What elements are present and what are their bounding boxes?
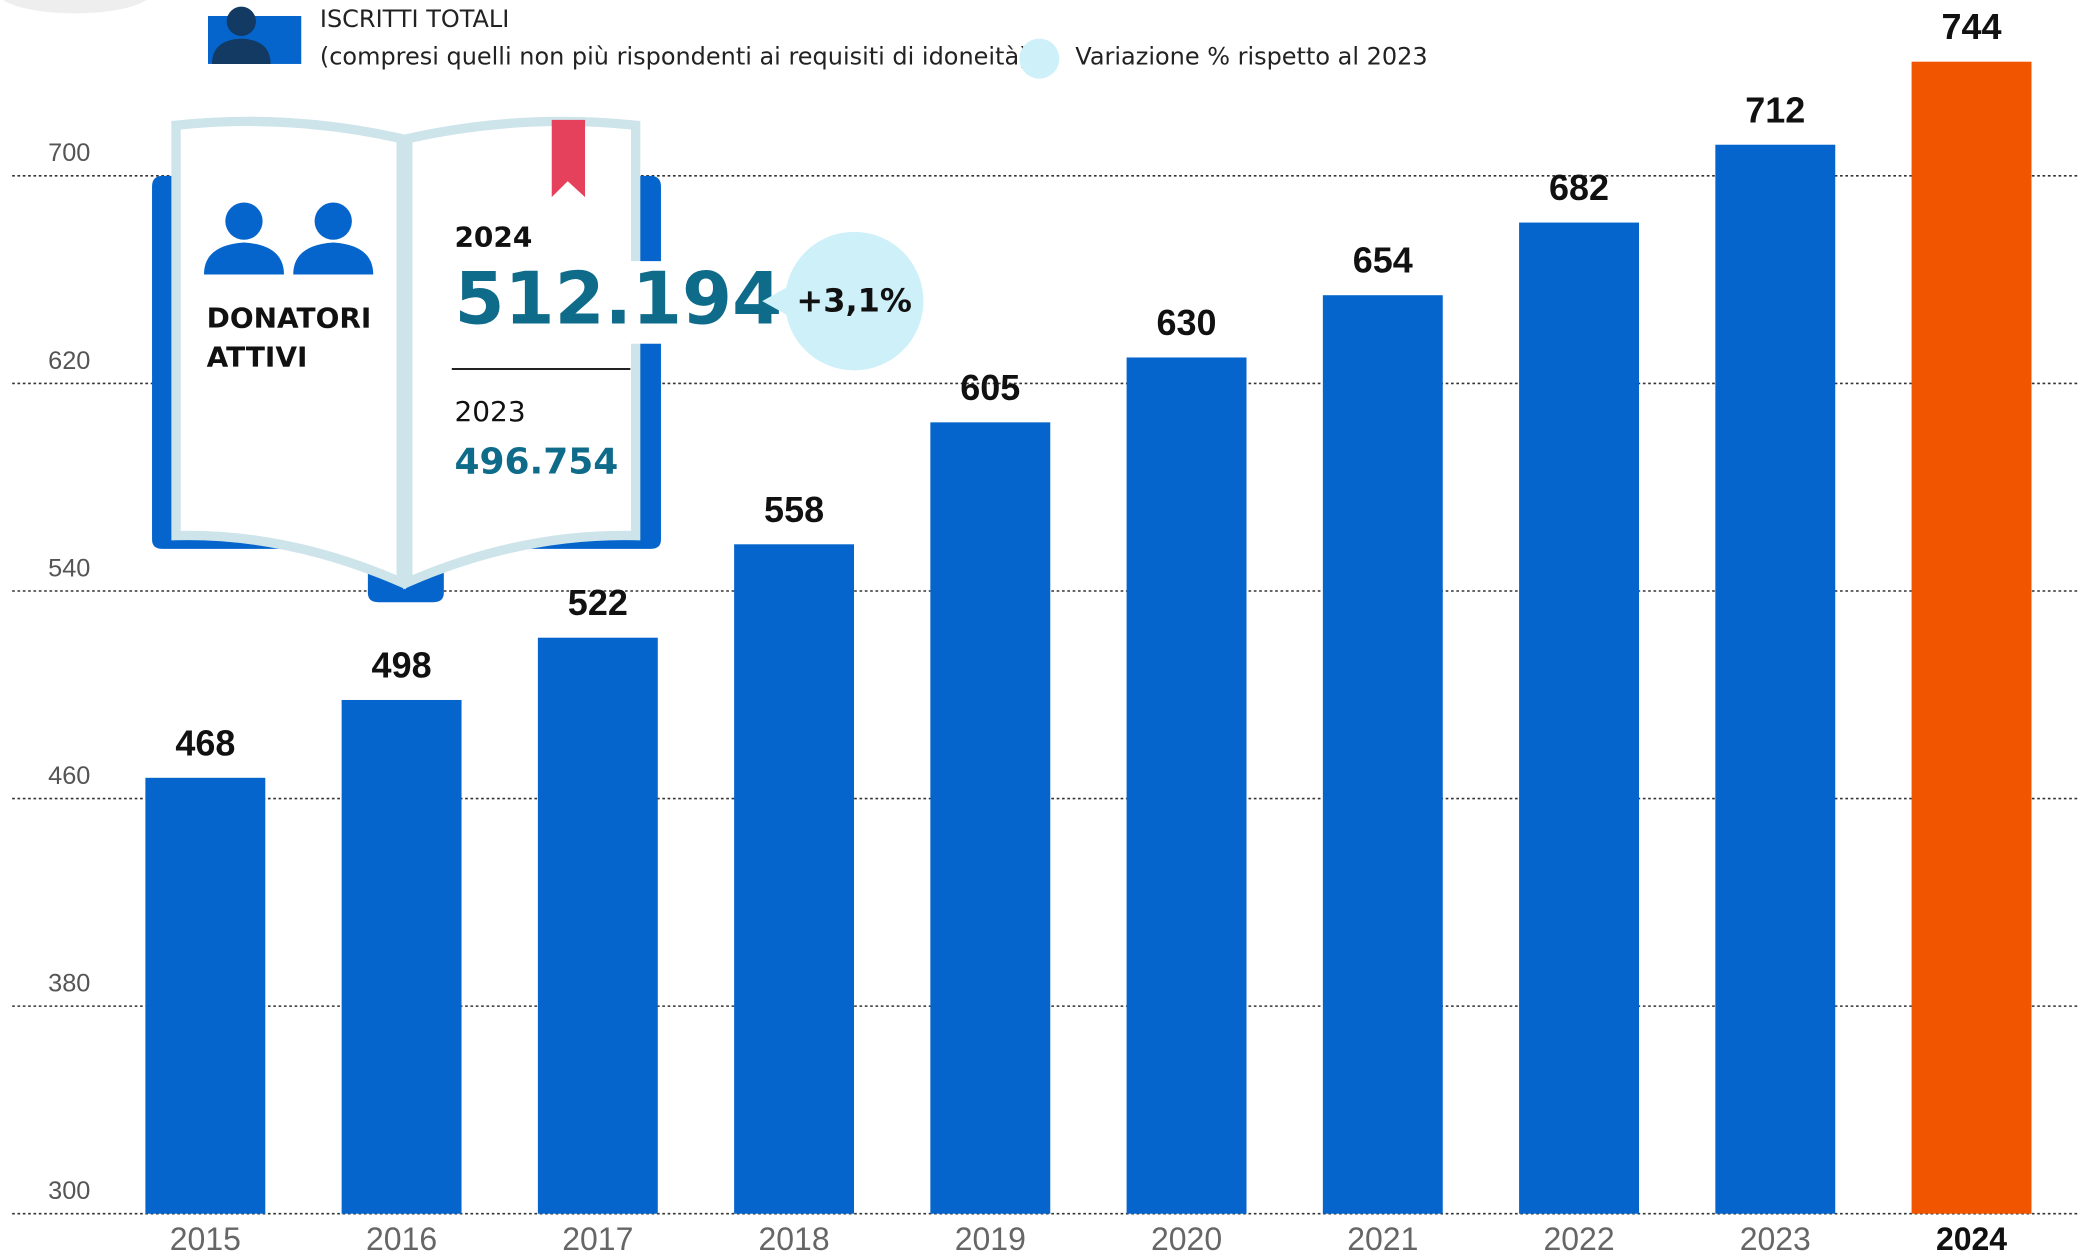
bar [1715,144,1836,1214]
value-label: 605 [960,367,1020,408]
x-tick-label: 2018 [759,1221,830,1257]
x-tick-label: 2019 [955,1221,1026,1257]
legend-icon [226,6,256,36]
y-tick-label: 460 [48,762,90,790]
x-tick-label: 2023 [1740,1221,1811,1257]
x-tick-label: 2017 [562,1221,633,1257]
bar [537,637,658,1214]
panel-value: 512.194 [454,256,782,340]
panel-value: 496.754 [454,442,618,483]
value-label: 630 [1157,302,1217,343]
value-label: 468 [175,722,235,763]
x-tick-label: 2022 [1543,1221,1614,1257]
value-label: 498 [372,644,432,685]
bar [145,777,266,1214]
book-page [403,116,641,590]
value-label: 744 [1942,6,2002,47]
bar [1519,222,1639,1214]
panel-label: DONATORI [207,302,372,335]
variation-bubble [784,231,924,371]
value-label: 712 [1745,89,1805,130]
value-label: 654 [1353,240,1413,281]
book-page [171,116,406,590]
panel-backdrop [449,261,745,344]
y-tick-label: 540 [48,554,90,582]
variation-label: +3,1% [796,281,911,319]
x-tick-label: 2016 [366,1221,437,1257]
bar [734,544,855,1214]
x-tick-label: 2015 [170,1221,241,1257]
bar [1322,295,1443,1214]
legend: ISCRITTI TOTALI (compresi quelli non più… [207,5,1428,79]
bar [1911,61,2032,1214]
donor-icon [204,202,374,275]
value-label: 682 [1549,167,1609,208]
y-tick-label: 380 [48,970,90,998]
bookmark [551,119,586,198]
bar [341,699,462,1214]
panel-label: ATTIVI [207,340,308,373]
legend-variation: Variazione % rispetto al 2023 [1075,42,1427,70]
decoration [3,0,147,14]
x-tick-label: 2020 [1151,1221,1222,1257]
y-tick-label: 300 [48,1177,90,1205]
legend-subtitle: (compresi quelli non più rispondenti ai … [320,42,1029,70]
bar [930,422,1051,1214]
bar [1126,357,1247,1214]
value-label: 558 [764,489,824,530]
x-tick-label: 2024 [1936,1221,2007,1257]
legend-icon [211,38,271,64]
y-tick-label: 700 [48,139,90,167]
value-label: 522 [568,582,628,623]
x-tick-label: 2021 [1347,1221,1418,1257]
legend-title: ISCRITTI TOTALI [320,5,509,33]
panel-year: 2024 [454,220,532,253]
book-panel: DONATORI ATTIVI 2024 512.194 2023 496.75… [152,116,924,603]
y-tick-label: 620 [48,347,90,375]
panel-year: 2023 [454,395,525,428]
legend-swatch [1019,38,1060,79]
